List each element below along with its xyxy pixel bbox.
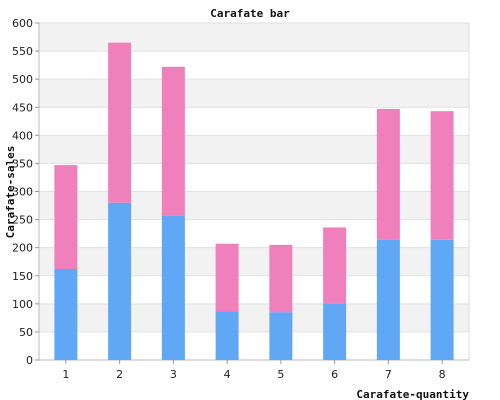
y-tick-label: 350 (12, 157, 33, 170)
y-tick-label: 600 (12, 17, 33, 30)
bars (54, 42, 454, 360)
y-tick-label: 200 (12, 242, 33, 255)
x-tick-label: 8 (439, 368, 446, 381)
y-tick-label: 500 (12, 73, 33, 86)
x-axis: 1 2 3 4 5 6 7 8 (62, 360, 446, 381)
bar-segment-2 (430, 111, 454, 240)
grid-band (39, 275, 469, 304)
grid-band (39, 303, 469, 332)
x-tick-label: 1 (62, 368, 69, 381)
y-tick-label: 300 (12, 186, 33, 199)
bar-segment-1 (430, 239, 454, 360)
grid-band (39, 331, 469, 360)
chart-title: Carafate bar (210, 7, 290, 20)
bar-segment-1 (376, 239, 400, 360)
bar-segment-2 (376, 108, 400, 240)
x-tick-label: 6 (331, 368, 338, 381)
x-tick-label: 4 (224, 368, 231, 381)
grid-band (39, 247, 469, 276)
grid-bands (39, 22, 469, 361)
x-tick-label: 2 (116, 368, 123, 381)
bar-segment-1 (54, 269, 78, 360)
bar-segment-2 (269, 244, 293, 313)
y-axis: 0 50 100 150 200 250 300 350 400 450 500 550 600 (12, 17, 39, 367)
x-axis-label: Carafate-quantity (356, 388, 469, 400)
grid-band (39, 163, 469, 192)
grid-band (39, 219, 469, 248)
grid-band (39, 191, 469, 220)
bar-segment-2 (161, 66, 185, 216)
y-tick-label: 450 (12, 101, 33, 114)
bar-segment-2 (108, 42, 132, 203)
y-tick-label: 150 (12, 270, 33, 283)
y-tick-label: 550 (12, 45, 33, 58)
grid-band (39, 107, 469, 136)
y-tick-label: 100 (12, 298, 33, 311)
y-tick-label: 0 (26, 354, 33, 367)
y-tick-label: 250 (12, 214, 33, 227)
x-tick-label: 3 (170, 368, 177, 381)
bar-segment-2 (215, 243, 239, 312)
bar-segment-2 (54, 165, 78, 270)
bar-segment-1 (323, 303, 347, 360)
grid-band (39, 135, 469, 164)
bar-segment-1 (161, 215, 185, 360)
y-tick-label: 400 (12, 129, 33, 142)
grid-band (39, 51, 469, 80)
bar-segment-2 (323, 227, 347, 304)
bar-segment-1 (215, 311, 239, 360)
x-tick-label: 5 (277, 368, 284, 381)
bar-segment-1 (269, 312, 293, 360)
y-axis-label: Carafate-sales (4, 146, 17, 239)
grid-band (39, 23, 469, 52)
bar-segment-1 (108, 202, 132, 360)
y-tick-label: 50 (19, 326, 33, 339)
grid-band (39, 79, 469, 108)
x-tick-label: 7 (385, 368, 392, 381)
